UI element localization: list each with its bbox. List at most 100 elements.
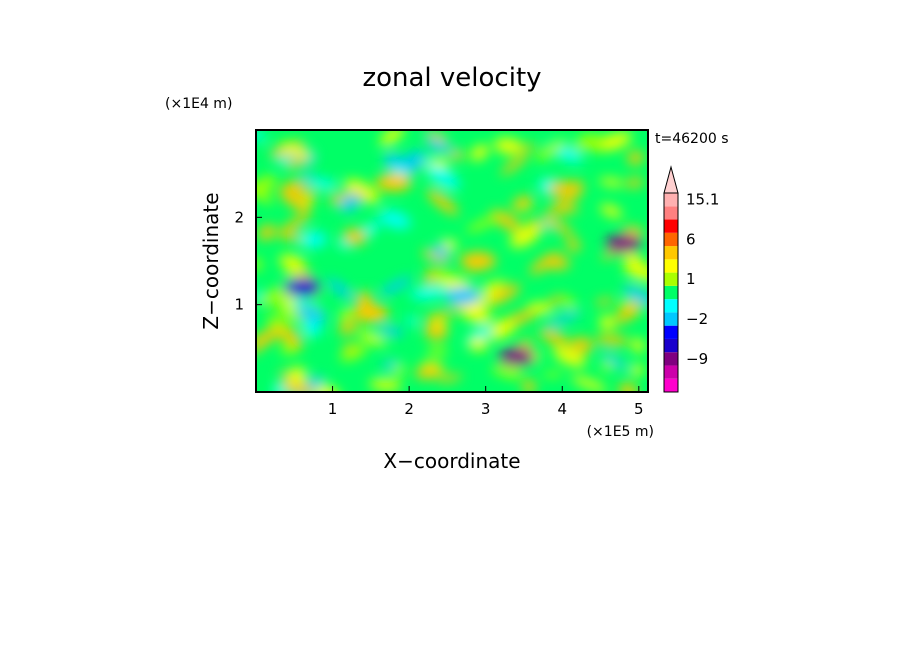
field-blob [625, 177, 644, 188]
colorbar-swatch [664, 206, 678, 220]
field-blob [256, 175, 277, 197]
colorbar-swatch [664, 232, 678, 247]
x-tick-label: 4 [557, 400, 567, 418]
field-blob [279, 142, 313, 160]
field-blob [304, 190, 317, 201]
field-blob [357, 330, 387, 346]
field-blob [627, 150, 644, 166]
colorbar-swatch [664, 338, 678, 353]
field-blob [465, 215, 501, 233]
field-blob [623, 260, 648, 282]
field-blob [539, 328, 569, 347]
field-blob [299, 231, 328, 249]
field-blob [256, 326, 285, 347]
plot-frame [255, 129, 649, 393]
field-blob [295, 305, 327, 324]
field-blob [271, 329, 297, 339]
field-blob [493, 363, 509, 376]
field-blob [256, 130, 266, 143]
y-axis-label: Z−coordinate [199, 192, 223, 329]
field-blob [338, 319, 357, 335]
x-tick-label: 2 [404, 400, 414, 418]
field-blob [545, 206, 578, 215]
colorbar-swatch [664, 272, 678, 286]
colorbar-swatch [664, 285, 678, 300]
field-blob [280, 379, 314, 392]
field-blob [529, 251, 561, 275]
field-blob [427, 346, 448, 356]
field-blob [485, 284, 521, 306]
field-blob [622, 285, 648, 307]
field-blob [571, 375, 608, 392]
field-blob [381, 359, 397, 370]
field-blob [288, 366, 307, 385]
field-blob [595, 334, 629, 346]
field-blob [424, 310, 457, 321]
colorbar-swatch [664, 312, 678, 326]
colorbar-swatch [664, 365, 678, 379]
field-blob [426, 188, 459, 216]
field-blob [566, 238, 581, 252]
field-blob [548, 180, 571, 197]
field-blob [470, 295, 496, 311]
colorbar-swatch [664, 259, 678, 273]
field-blob [414, 365, 443, 380]
field-blob [504, 364, 523, 380]
field-feature [352, 304, 389, 323]
y-tick-label: 2 [234, 208, 244, 226]
field-blob [433, 244, 449, 260]
colorbar-swatch [664, 378, 678, 392]
field-blob [278, 254, 306, 271]
field-feature [498, 348, 535, 367]
colorbar: 15.1 6 1 −2 −9 [663, 165, 719, 393]
plot-background [256, 130, 648, 392]
colorbar-swatch [664, 219, 678, 233]
field-blob [257, 224, 276, 241]
field-blob [379, 210, 412, 230]
field-blob [569, 336, 594, 354]
field-feature [460, 252, 497, 270]
field-blob [326, 278, 354, 300]
field-blob [512, 195, 533, 210]
field-blob [406, 316, 418, 327]
x-axis-label: X−coordinate [383, 449, 520, 473]
colorbar-swatch [664, 299, 678, 313]
field-feature [283, 278, 320, 297]
field-blob [342, 227, 367, 246]
field-blob [383, 153, 403, 170]
time-label: t=46200 s [655, 131, 729, 147]
field-blob [541, 214, 575, 237]
colorbar-label: −9 [686, 350, 708, 368]
field-blob [489, 319, 517, 341]
field-blob [437, 374, 463, 383]
field-blob [601, 352, 629, 370]
colorbar-label: −2 [686, 310, 708, 328]
field-blob [355, 291, 373, 309]
field-blob [470, 144, 489, 161]
field-blob [522, 379, 536, 392]
field-blob [302, 173, 315, 183]
colorbar-extend-arrow [663, 165, 679, 194]
field-blob [552, 346, 587, 368]
field-blob [600, 204, 623, 218]
field-blob [631, 338, 645, 353]
field-feature [444, 286, 481, 305]
velocity-field [256, 130, 648, 392]
field-blob [284, 268, 300, 282]
field-blob [467, 336, 489, 352]
x-tick-label: 5 [634, 400, 644, 418]
x-axis: 1 2 3 4 5 [328, 386, 644, 418]
field-blob [285, 158, 307, 168]
field-blob [598, 177, 624, 187]
y-scale-note: (×1E4 m) [165, 96, 232, 112]
field-blob [369, 378, 402, 391]
field-feature [375, 173, 412, 192]
field-blob [548, 295, 563, 305]
x-tick-label: 3 [481, 400, 491, 418]
field-blob [392, 363, 406, 377]
field-blob [308, 177, 337, 190]
field-blob [620, 252, 644, 262]
field-blob [409, 286, 447, 300]
field-blob [277, 213, 310, 238]
